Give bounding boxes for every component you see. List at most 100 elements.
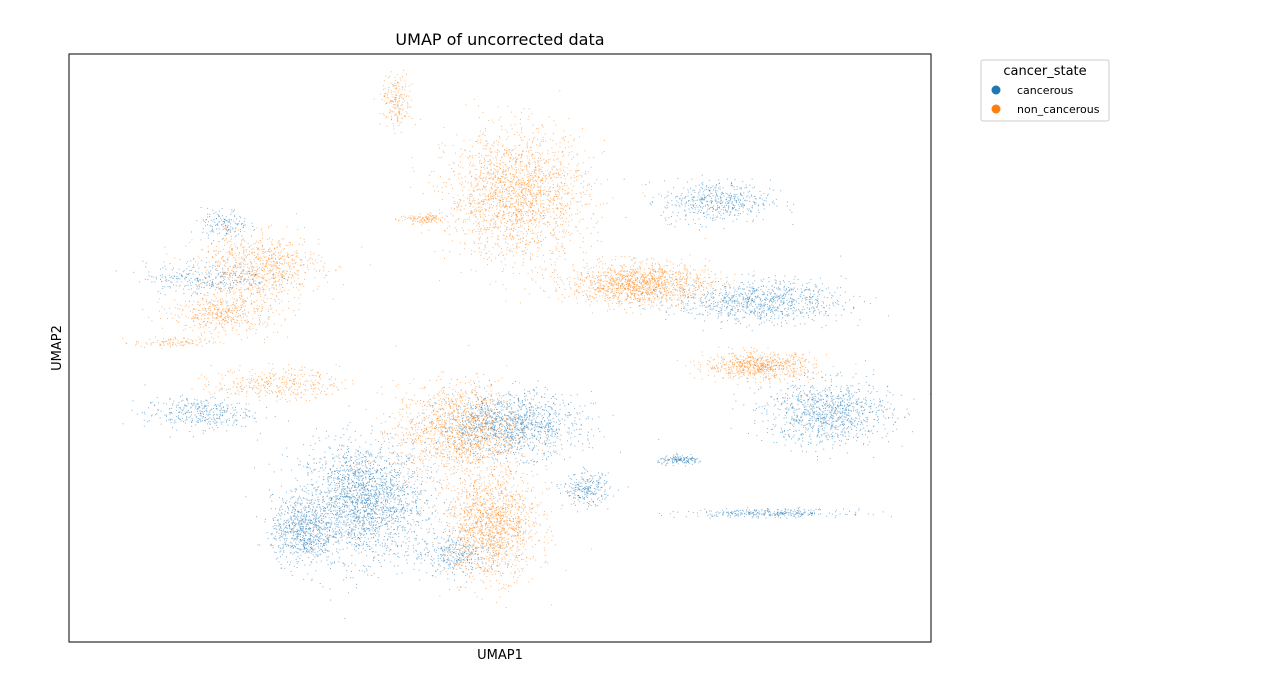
point	[379, 544, 381, 546]
point	[402, 484, 404, 486]
point	[300, 512, 302, 514]
point	[313, 537, 315, 538]
point	[341, 490, 342, 492]
point	[312, 559, 314, 561]
point	[497, 401, 499, 403]
point	[547, 401, 549, 403]
point	[443, 559, 445, 561]
point	[494, 535, 496, 537]
point	[391, 511, 393, 512]
point	[318, 547, 320, 549]
point	[365, 516, 367, 518]
point	[432, 564, 434, 566]
point	[404, 536, 406, 538]
point	[354, 430, 356, 432]
point	[389, 490, 391, 491]
point	[592, 482, 594, 484]
point	[397, 488, 399, 490]
point	[348, 450, 350, 452]
point	[575, 491, 577, 493]
point	[369, 479, 370, 481]
point	[390, 477, 392, 479]
point	[514, 414, 516, 416]
point	[413, 547, 414, 549]
point	[480, 436, 482, 438]
point	[350, 521, 352, 523]
point	[314, 548, 316, 550]
point	[358, 490, 360, 492]
point	[324, 527, 326, 529]
point	[388, 536, 390, 538]
point	[790, 385, 792, 387]
point	[369, 490, 371, 492]
point	[361, 486, 363, 488]
point	[398, 455, 399, 457]
point	[368, 481, 370, 483]
point	[595, 505, 597, 507]
point	[317, 512, 319, 514]
point	[357, 516, 359, 518]
point	[397, 458, 399, 460]
point	[385, 476, 387, 477]
point	[283, 522, 285, 524]
point	[300, 554, 302, 556]
point	[297, 534, 299, 535]
point	[401, 509, 403, 511]
point	[598, 482, 600, 483]
point	[370, 454, 372, 455]
point	[296, 523, 298, 525]
point	[296, 501, 298, 503]
point	[577, 499, 579, 501]
point	[280, 485, 282, 487]
point	[402, 487, 404, 489]
point	[339, 480, 341, 482]
point	[295, 551, 297, 553]
point	[572, 484, 574, 485]
point	[604, 493, 606, 495]
point	[346, 492, 348, 494]
point	[318, 537, 320, 539]
point	[299, 526, 300, 528]
point	[303, 531, 304, 533]
point	[389, 514, 390, 516]
point	[444, 528, 446, 530]
point	[381, 501, 382, 503]
point	[571, 488, 573, 490]
point	[500, 433, 502, 434]
point	[433, 422, 435, 424]
cluster-cancerous-0	[245, 397, 466, 619]
point	[318, 470, 320, 472]
point	[342, 496, 344, 498]
point	[332, 531, 334, 533]
point	[350, 456, 352, 458]
point	[343, 520, 345, 522]
point	[386, 495, 388, 497]
point	[413, 442, 414, 444]
point	[341, 485, 343, 487]
point	[567, 414, 569, 416]
point	[378, 509, 380, 511]
point	[568, 491, 570, 493]
point	[342, 465, 344, 467]
point	[397, 453, 399, 455]
point	[443, 557, 445, 559]
point	[534, 435, 536, 437]
point	[533, 410, 535, 412]
point	[352, 515, 354, 517]
point	[485, 403, 487, 405]
point	[353, 472, 355, 474]
point	[465, 432, 467, 434]
point	[326, 538, 328, 540]
point	[435, 551, 437, 553]
point	[393, 499, 395, 501]
point	[404, 529, 406, 531]
point	[410, 509, 412, 511]
point	[437, 558, 439, 559]
point	[302, 519, 304, 521]
point	[339, 537, 341, 539]
point	[491, 385, 493, 387]
point	[440, 409, 442, 411]
point	[334, 534, 336, 535]
point	[807, 401, 809, 403]
point	[598, 497, 600, 499]
